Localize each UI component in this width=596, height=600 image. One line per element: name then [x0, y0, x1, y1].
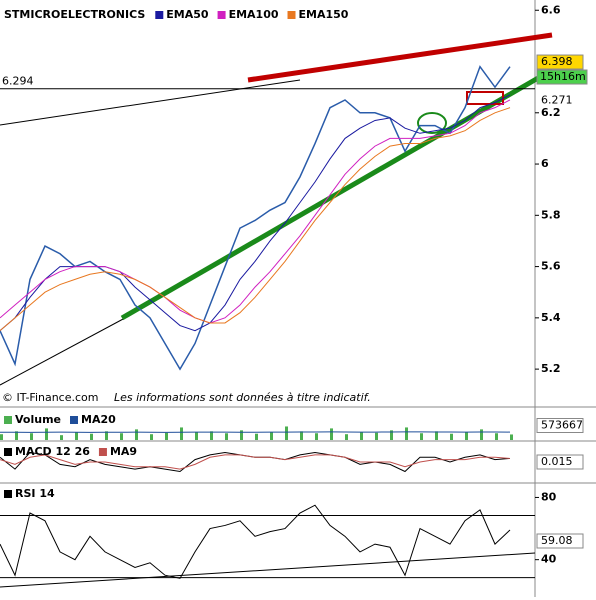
- trend-line: [0, 317, 126, 386]
- volume-bar: [420, 433, 423, 440]
- volume-bar: [75, 432, 78, 440]
- legend-swatch: [4, 490, 12, 498]
- indicator-line: [0, 504, 511, 579]
- highlight-circle: [417, 112, 447, 134]
- volume-bar: [390, 430, 393, 440]
- y-tick-label: 6: [541, 157, 549, 170]
- resistance-line: [247, 32, 553, 83]
- value-box: [536, 54, 584, 70]
- note: Les informations sont données à titre in…: [114, 391, 371, 404]
- y-tick-label: 5.8: [541, 208, 561, 221]
- reference-label: 6.294: [2, 75, 34, 88]
- legend-entry: EMA100: [229, 8, 279, 21]
- volume-bar: [375, 432, 378, 440]
- volume-bar: [45, 428, 48, 440]
- volume-bar: [495, 433, 498, 440]
- volume-bar: [480, 429, 483, 440]
- volume-bar: [465, 432, 468, 440]
- time-box: [536, 69, 588, 85]
- legend-swatch: [287, 11, 296, 19]
- legend-swatch: [4, 416, 12, 424]
- ema-value: 6.271: [541, 94, 573, 107]
- volume-bar: [435, 431, 438, 440]
- volume-bar: [135, 429, 138, 440]
- legend-swatch: [155, 11, 164, 19]
- y-tick-label: 5.4: [541, 311, 561, 324]
- volume-bar: [195, 432, 198, 440]
- legend-entry: EMA50: [166, 8, 209, 21]
- y-tick-label: 6.2: [541, 106, 561, 119]
- volume-bar: [405, 427, 408, 440]
- legend-entry: EMA150: [299, 8, 349, 21]
- value-label: 6.398: [541, 55, 573, 68]
- value-box: [536, 454, 584, 470]
- legend-entry: MA20: [81, 413, 116, 426]
- volume-bar: [165, 432, 168, 440]
- volume-bar: [180, 427, 183, 440]
- legend-entry: Volume: [15, 413, 61, 426]
- volume-bar: [270, 432, 273, 440]
- volume-bar: [30, 433, 33, 440]
- legend-swatch: [217, 11, 226, 19]
- volume-bar: [255, 433, 258, 440]
- legend-entry: MA9: [110, 445, 137, 458]
- y-tick-label: 5.2: [541, 362, 561, 375]
- volume-bar: [60, 435, 63, 440]
- volume-bar: [105, 431, 108, 440]
- time-label: 15h16m: [540, 70, 586, 83]
- legend-swatch: [4, 448, 12, 456]
- trend-line: [0, 79, 301, 126]
- volume-bar: [120, 433, 123, 440]
- volume-bar: [510, 434, 513, 440]
- chart-title: STMICROELECTRONICS: [4, 8, 145, 21]
- indicator-line: [0, 99, 511, 324]
- value-box: [536, 533, 584, 549]
- legend-entry: MACD 12 26: [15, 445, 90, 458]
- volume-bar: [330, 428, 333, 440]
- volume-bar: [345, 434, 348, 440]
- volume-bar: [210, 431, 213, 440]
- volume-bar: [285, 426, 288, 440]
- volume-bar: [315, 433, 318, 440]
- volume-bar: [90, 433, 93, 440]
- volume-bar: [240, 430, 243, 440]
- volume-bar: [0, 434, 3, 440]
- value-label: 573667: [541, 419, 583, 432]
- value-box: [536, 418, 584, 433]
- volume-bar: [225, 433, 228, 440]
- y-tick-label: 80: [541, 490, 557, 503]
- plot-bg: [0, 0, 535, 597]
- legend-swatch: [98, 448, 107, 456]
- indicator-line: [0, 454, 511, 470]
- y-tick-label: 40: [541, 553, 557, 566]
- volume-bar: [300, 431, 303, 440]
- y-tick-label: 5.6: [541, 260, 561, 273]
- rsi-trend: [0, 552, 536, 588]
- volume-bar: [150, 434, 153, 440]
- indicator-line: [0, 107, 511, 332]
- volume-bar: [360, 432, 363, 440]
- volume-bar: [450, 433, 453, 440]
- legend-entry: RSI 14: [15, 487, 55, 500]
- value-label: 59.08: [541, 534, 573, 547]
- value-label: 0.015: [541, 455, 573, 468]
- volume-bar: [15, 431, 18, 440]
- source: © IT-Finance.com: [2, 391, 99, 404]
- legend-swatch: [70, 416, 78, 424]
- price-line: [0, 65, 511, 371]
- y-tick-label: 6.6: [541, 3, 561, 16]
